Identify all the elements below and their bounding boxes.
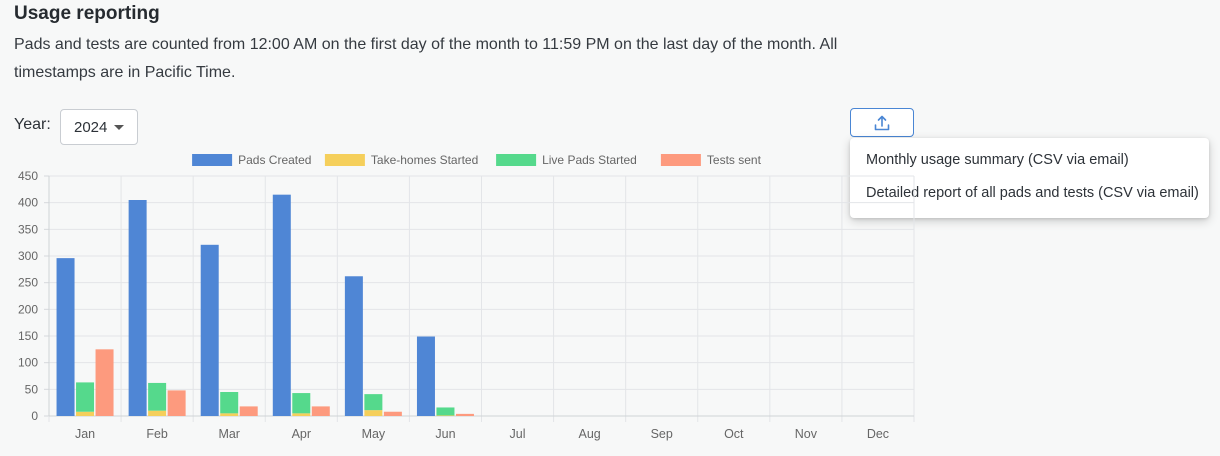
y-tick-label: 400 [18, 196, 38, 210]
page-description: Pads and tests are counted from 12:00 AM… [14, 36, 838, 81]
bar-pads-created [272, 194, 291, 416]
y-tick-label: 150 [18, 329, 38, 343]
x-tick-label: Jun [435, 427, 455, 441]
y-tick-label: 350 [18, 222, 38, 236]
bar-tests-sent [239, 406, 258, 416]
x-tick-label: Nov [795, 427, 818, 441]
bar-pads-created [416, 336, 435, 416]
upload-icon [874, 115, 890, 130]
bar-take-homes-started [436, 415, 455, 416]
bar-pads-created [128, 200, 147, 416]
y-tick-label: 300 [18, 249, 38, 263]
bar-tests-sent [167, 390, 186, 416]
legend-swatch [496, 154, 537, 166]
y-tick-label: 250 [18, 276, 38, 290]
bar-pads-created [200, 244, 219, 416]
bar-take-homes-started [148, 410, 167, 416]
y-tick-label: 100 [18, 356, 38, 370]
x-tick-label: Mar [218, 427, 240, 441]
legend-swatch [324, 154, 365, 166]
bar-live-pads-started [292, 393, 311, 414]
usage-bar-chart: 0 50 100 150 200 250 300 350 400 450 Jan Feb Mar Apr M… [18, 153, 915, 441]
y-tick-label: 50 [25, 382, 39, 396]
page-title: Usage reporting [14, 3, 160, 24]
x-tick-label: Dec [867, 427, 889, 441]
export-menu-item-monthly-summary[interactable]: Monthly usage summary (CSV via email) [866, 152, 1129, 168]
legend-label: Take-homes Started [371, 153, 478, 167]
year-select-value: 2024 [74, 118, 108, 136]
bar-live-pads-started [364, 394, 383, 411]
legend-label: Pads Created [238, 153, 311, 167]
legend-label: Tests sent [707, 153, 762, 167]
bar-take-homes-started [76, 411, 95, 416]
bar-take-homes-started [220, 413, 239, 416]
bar-pads-created [344, 276, 363, 416]
bar-live-pads-started [76, 382, 95, 412]
bar-live-pads-started [436, 407, 455, 416]
x-tick-label: Jul [510, 427, 526, 441]
x-tick-label: Oct [724, 427, 744, 441]
bar-pads-created [56, 258, 75, 416]
year-select[interactable]: 2024 [60, 109, 138, 145]
legend-swatch [660, 154, 701, 166]
x-tick-label: May [362, 427, 386, 441]
bar-tests-sent [95, 349, 114, 416]
bar-live-pads-started [148, 382, 167, 411]
bar-take-homes-started [364, 410, 383, 416]
x-tick-label: Aug [579, 427, 601, 441]
bar-tests-sent [455, 413, 474, 416]
x-tick-label: Apr [292, 427, 311, 441]
bar-live-pads-started [220, 392, 239, 414]
y-tick-label: 0 [31, 409, 38, 423]
y-tick-label: 200 [18, 302, 38, 316]
bar-tests-sent [311, 406, 330, 416]
bar-tests-sent [383, 411, 402, 416]
y-tick-label: 450 [18, 169, 38, 183]
legend-swatch [192, 154, 233, 166]
export-menu: Monthly usage summary (CSV via email) De… [850, 138, 1209, 218]
export-button[interactable] [850, 108, 914, 137]
x-tick-label: Feb [146, 427, 168, 441]
legend-label: Live Pads Started [542, 153, 637, 167]
export-menu-item-detailed-report[interactable]: Detailed report of all pads and tests (C… [866, 185, 1199, 201]
bar-take-homes-started [292, 413, 311, 416]
chevron-down-icon [114, 125, 124, 130]
x-tick-label: Sep [651, 427, 673, 441]
x-tick-label: Jan [75, 427, 95, 441]
year-label: Year: [14, 116, 51, 133]
